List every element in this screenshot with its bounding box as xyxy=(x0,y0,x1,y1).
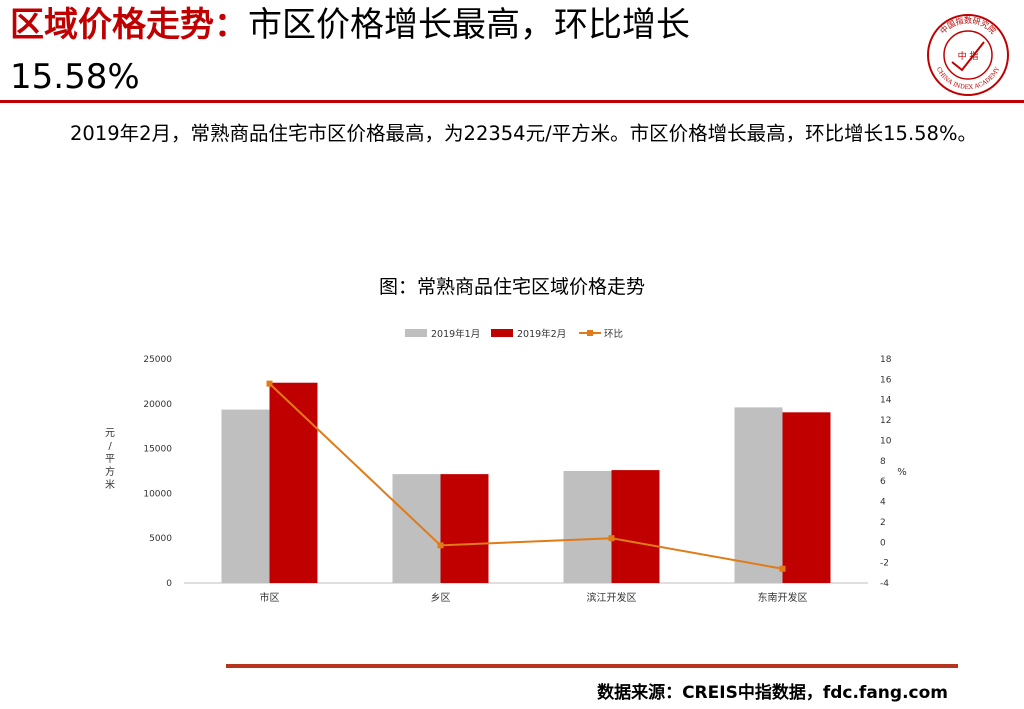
y2-tick-label: 14 xyxy=(880,396,892,406)
page-title-rest: 市区价格增长最高，环比增长 xyxy=(248,5,690,45)
y2-tick-label: 8 xyxy=(880,457,886,467)
data-source: 数据来源：CREIS中指数据，fdc.fang.com xyxy=(597,683,948,703)
title-rule xyxy=(0,100,1024,103)
y-axis-label-char: 米 xyxy=(105,478,115,491)
y-tick-label: 5000 xyxy=(149,534,172,544)
legend-swatch-feb xyxy=(491,329,513,337)
y2-tick-label: 12 xyxy=(880,416,891,426)
legend-marker-mom xyxy=(587,330,593,336)
bar-jan xyxy=(563,471,612,583)
y2-tick-label: 4 xyxy=(880,498,886,508)
x-tick-label: 市区 xyxy=(260,591,280,604)
x-tick-label: 乡区 xyxy=(431,592,451,604)
y2-tick-label: 16 xyxy=(880,375,892,385)
mom-point xyxy=(608,535,615,542)
x-tick-label: 滨江开发区 xyxy=(587,591,637,604)
y2-tick-label: 0 xyxy=(880,538,886,548)
summary-text: 2019年2月，常熟商品住宅市区价格最高，为22354元/平方米。市区价格增长最… xyxy=(70,122,977,145)
footer-rule xyxy=(226,664,958,668)
y2-tick-label: 2 xyxy=(880,518,886,528)
mom-point xyxy=(437,542,444,549)
mom-point xyxy=(266,380,273,387)
y-axis-label-char: 元 xyxy=(105,428,115,439)
y-tick-label: 0 xyxy=(166,579,172,589)
legend-label-feb: 2019年2月 xyxy=(517,328,566,340)
y2-tick-label: -4 xyxy=(880,579,889,589)
y-axis-label-char: / xyxy=(108,441,112,452)
legend-label-mom: 环比 xyxy=(604,328,623,340)
y2-tick-label: 18 xyxy=(880,355,892,365)
legend-label-jan: 2019年1月 xyxy=(431,328,480,340)
y-tick-label: 15000 xyxy=(143,445,172,455)
y2-tick-label: 10 xyxy=(880,436,892,446)
page-title-line2: 15.58% xyxy=(10,57,140,97)
mom-point xyxy=(779,565,786,572)
y-tick-label: 20000 xyxy=(143,400,172,410)
bar-jan xyxy=(221,409,270,583)
y2-tick-label: -2 xyxy=(880,559,889,569)
legend-swatch-jan xyxy=(405,329,427,337)
logo-center-text: 中 指 xyxy=(958,50,979,62)
y-axis-label-char: 平 xyxy=(105,454,115,465)
mom-line xyxy=(268,382,783,570)
bar-feb xyxy=(269,382,318,583)
x-tick-label: 东南开发区 xyxy=(758,591,808,604)
bar-feb xyxy=(611,470,660,583)
page-title: 区域价格走势：市区价格增长最高，环比增长 xyxy=(10,6,910,44)
bar-jan xyxy=(734,407,783,583)
china-index-academy-logo: 中 指 中国指数研究院 CHINA INDEX ACADEMY xyxy=(927,14,1009,96)
y-axis-label-char: 方 xyxy=(105,465,115,478)
bar-jan xyxy=(392,474,441,583)
y2-tick-label: 6 xyxy=(880,477,886,487)
y-tick-label: 25000 xyxy=(143,355,172,365)
bar-feb xyxy=(782,412,831,583)
y-tick-label: 10000 xyxy=(143,489,172,499)
chart-title: 图：常熟商品住宅区域价格走势 xyxy=(378,276,645,298)
bar-feb xyxy=(440,474,489,583)
y2-axis-label: % xyxy=(897,467,907,478)
page-title-bold: 区域价格走势： xyxy=(10,5,248,45)
